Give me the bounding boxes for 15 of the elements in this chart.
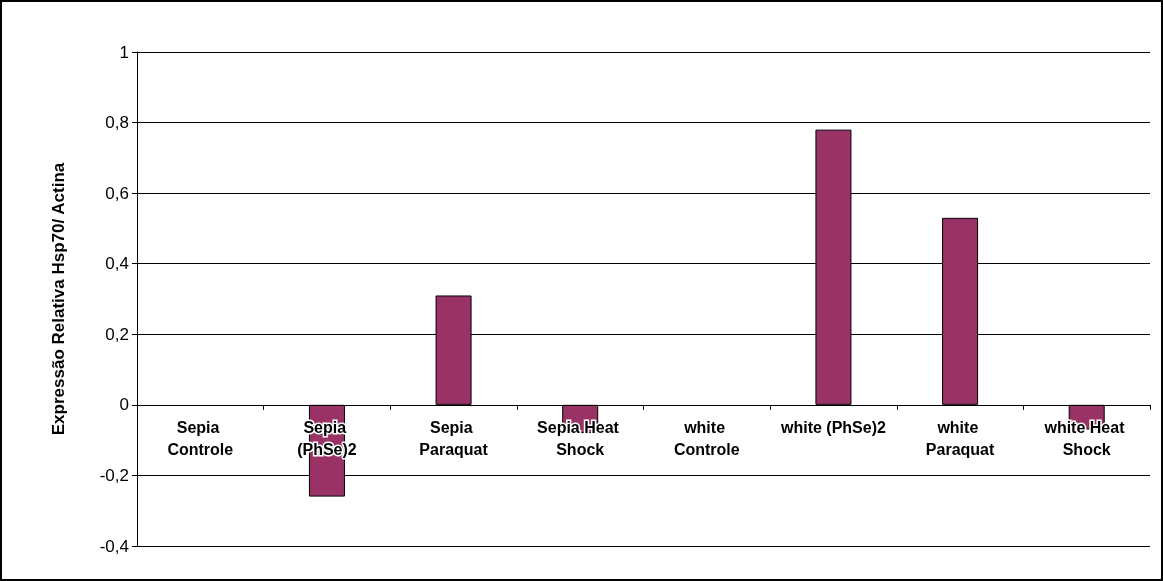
x-tick-label: white Controle bbox=[673, 419, 740, 459]
y-tick-label: 1 bbox=[119, 42, 129, 62]
y-axis-title: Expressão Relativa Hsp70/ Actina bbox=[49, 162, 68, 436]
x-tick-label: Sepia Paraquat bbox=[419, 419, 489, 459]
x-tick-label: white Paraquat bbox=[925, 419, 995, 459]
y-tick-label: 0,2 bbox=[105, 324, 129, 344]
y-tick-label: 0 bbox=[119, 395, 129, 415]
y-tick-label: -0,4 bbox=[99, 536, 129, 556]
x-tick-label: white Heat Shock bbox=[1043, 419, 1129, 459]
y-tick-label: -0,2 bbox=[99, 465, 129, 485]
x-tick-label: white (PhSe)2 bbox=[779, 419, 886, 437]
y-tick-label: 0,8 bbox=[105, 113, 129, 133]
y-tick-label: 0,4 bbox=[105, 254, 129, 274]
x-tick-label: Sepia Controle bbox=[167, 419, 234, 459]
y-tick-label: 0,6 bbox=[105, 183, 129, 203]
